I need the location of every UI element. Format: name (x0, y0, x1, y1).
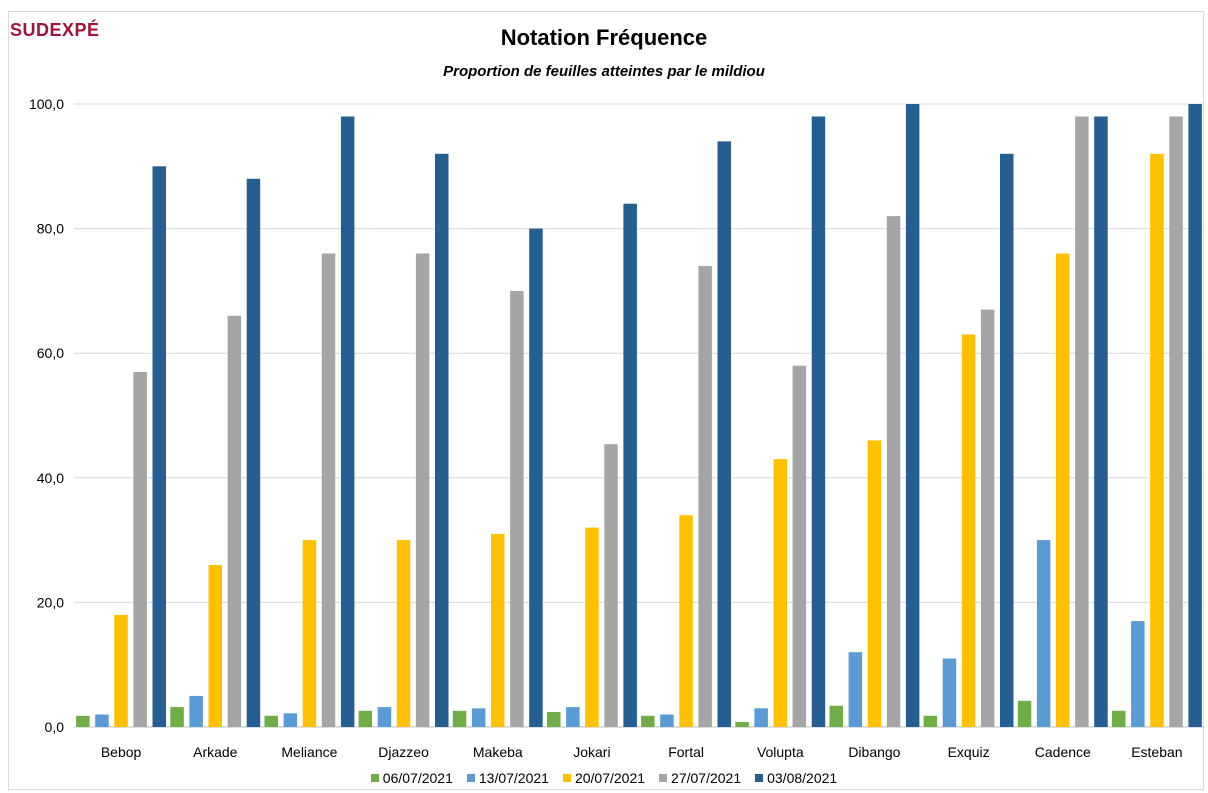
y-tick-label: 0,0 (45, 719, 65, 735)
bar-cadence-series-4 (1075, 116, 1089, 727)
bar-jokari-series-3 (585, 527, 599, 727)
x-tick-label: Dibango (848, 744, 900, 760)
bar-esteban-series-1 (1112, 710, 1126, 727)
bar-bebop-series-3 (114, 614, 128, 727)
sudexpe-logo: SUDEXPÉ (10, 20, 100, 40)
bar-bebop-series-4 (133, 371, 147, 727)
x-tick-label: Esteban (1131, 744, 1182, 760)
x-tick-label: Meliance (281, 744, 337, 760)
legend-item: 20/07/2021 (562, 770, 646, 786)
bar-dibango-series-1 (829, 705, 843, 727)
chart-title: Notation Fréquence (500, 25, 708, 50)
bar-exquiz-series-3 (961, 334, 976, 727)
bar-cadence-series-1 (1017, 700, 1032, 727)
bar-esteban-series-2 (1131, 621, 1145, 727)
bar-djazzeo-series-1 (358, 710, 373, 727)
bar-esteban-series-5 (1188, 104, 1202, 727)
bar-volupta-series-5 (811, 116, 826, 727)
bar-meliance-series-4 (321, 253, 336, 727)
bar-bebop-series-5 (152, 166, 166, 728)
bar-djazzeo-series-3 (396, 540, 411, 727)
legend-label: 13/07/2021 (478, 770, 549, 786)
bar-exquiz-series-2 (942, 658, 957, 727)
bar-cadence-series-2 (1036, 540, 1051, 727)
chart-subtitle: Proportion de feuilles atteintes par le … (443, 63, 765, 80)
bar-dibango-series-3 (867, 440, 882, 727)
x-tick-label: Arkade (193, 744, 238, 760)
bar-makeba-series-2 (471, 708, 486, 727)
bar-volupta-series-1 (735, 722, 749, 727)
bar-volupta-series-2 (754, 708, 768, 727)
bar-meliance-series-1 (264, 715, 278, 727)
legend-label: 20/07/2021 (574, 770, 646, 786)
x-tick-label: Fortal (668, 744, 704, 760)
bar-djazzeo-series-4 (415, 253, 430, 727)
bar-volupta-series-3 (773, 459, 787, 727)
bar-exquiz-series-5 (1000, 153, 1014, 728)
bar-cadence-series-5 (1094, 116, 1108, 727)
x-tick-label: Exquiz (948, 744, 990, 760)
bar-meliance-series-2 (283, 713, 298, 727)
x-tick-label: Makeba (473, 744, 523, 760)
legend-swatch (466, 774, 475, 782)
bar-jokari-series-1 (547, 712, 561, 727)
x-tick-label: Volupta (757, 744, 804, 760)
bar-jokari-series-2 (566, 707, 580, 727)
bar-arkade-series-5 (246, 178, 261, 728)
y-tick-label: 80,0 (37, 221, 64, 237)
bar-esteban-series-3 (1150, 153, 1164, 728)
x-tick-label: Djazzeo (378, 744, 429, 760)
bar-cadence-series-3 (1056, 253, 1070, 727)
legend-swatch (755, 774, 764, 782)
bar-makeba-series-1 (452, 710, 467, 727)
bar-volupta-series-4 (792, 365, 807, 727)
x-tick-label: Jokari (573, 744, 610, 760)
bar-djazzeo-series-2 (377, 707, 392, 727)
bar-arkade-series-2 (189, 695, 203, 727)
bar-exquiz-series-1 (923, 715, 938, 727)
bar-makeba-series-3 (491, 533, 505, 727)
x-tick-label: Cadence (1035, 744, 1091, 760)
legend-item: 27/07/2021 (659, 770, 741, 786)
bar-exquiz-series-4 (980, 309, 995, 727)
bar-makeba-series-4 (510, 290, 524, 727)
legend-item: 03/08/2021 (755, 770, 837, 786)
legend-swatch (562, 774, 571, 782)
bar-dibango-series-2 (848, 652, 863, 727)
bar-bebop-series-2 (95, 714, 109, 727)
bar-arkade-series-3 (208, 565, 222, 727)
bar-jokari-series-4 (604, 444, 618, 727)
chart-legend: 06/07/2021 13/07/2021 20/07/2021 27/07/2021… (0, 770, 1208, 786)
bar-fortal-series-4 (698, 266, 712, 727)
bar-dibango-series-4 (886, 216, 901, 727)
x-tick-label: Bebop (101, 744, 142, 760)
legend-swatch (370, 774, 379, 782)
legend-label: 27/07/2021 (671, 770, 742, 786)
bar-jokari-series-5 (623, 203, 637, 727)
bar-bebop-series-1 (76, 715, 90, 727)
bar-fortal-series-2 (660, 714, 674, 727)
legend-item: 13/07/2021 (466, 770, 549, 786)
bar-makeba-series-5 (529, 228, 543, 727)
bar-dibango-series-5 (905, 104, 920, 727)
y-tick-label: 100,0 (29, 96, 64, 112)
bar-arkade-series-4 (227, 315, 242, 727)
bar-esteban-series-4 (1169, 116, 1183, 727)
y-tick-label: 40,0 (37, 470, 64, 486)
bar-meliance-series-5 (340, 116, 355, 727)
legend-swatch (659, 774, 668, 782)
legend-item: 06/07/2021 (370, 770, 453, 786)
legend-label: 03/08/2021 (767, 770, 838, 786)
bar-fortal-series-5 (717, 141, 731, 727)
bar-fortal-series-1 (641, 715, 655, 727)
bar-fortal-series-3 (679, 515, 693, 727)
bar-djazzeo-series-5 (435, 153, 449, 728)
bar-arkade-series-1 (170, 707, 184, 727)
y-tick-label: 20,0 (37, 594, 64, 610)
bar-meliance-series-3 (302, 540, 317, 727)
legend-label: 06/07/2021 (382, 770, 453, 786)
y-tick-label: 60,0 (37, 345, 64, 361)
